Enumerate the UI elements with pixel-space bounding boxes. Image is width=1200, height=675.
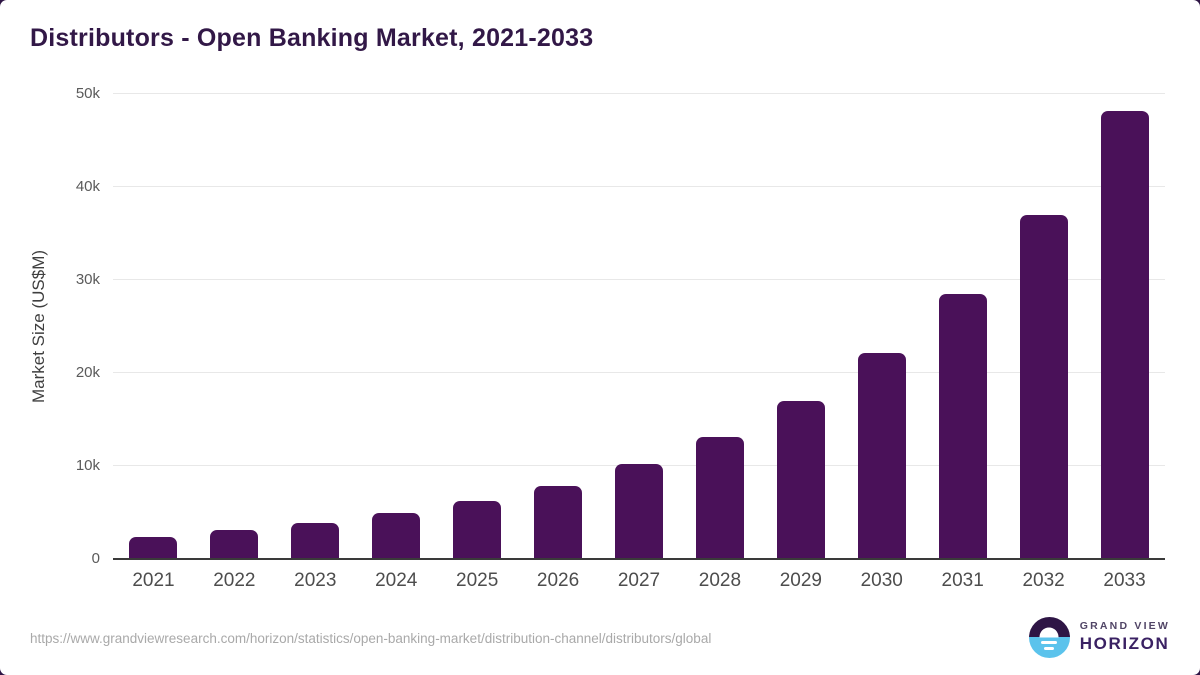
xtick-label-2023: 2023 [294, 570, 337, 591]
bar-2029[interactable] [776, 400, 825, 559]
bar-cell-2023 [275, 94, 356, 559]
xtick-label-2031: 2031 [941, 570, 984, 591]
x-axis-line [113, 558, 1165, 560]
bar-2025[interactable] [453, 501, 502, 559]
ytick-label-50k: 50k [75, 85, 100, 102]
logo-sun-shape [1039, 627, 1059, 637]
bar-2024[interactable] [372, 513, 421, 559]
bar-cell-2024 [356, 94, 437, 559]
logo-sky-half [1028, 616, 1070, 637]
logo-wave-line-1 [1041, 640, 1058, 644]
xtick-label-2022: 2022 [213, 570, 256, 591]
grand-view-horizon-logo[interactable]: GRAND VIEW HORIZON [1028, 615, 1170, 659]
gridline-30k [113, 279, 1165, 280]
xtick-label-2032: 2032 [1022, 570, 1065, 591]
logo-grand-view-text: GRAND VIEW [1079, 620, 1170, 633]
bars-layer [113, 94, 1165, 559]
bar-cell-2028 [679, 94, 760, 559]
bar-2030[interactable] [857, 353, 906, 559]
ytick-label-0: 0 [91, 550, 100, 567]
xtick-label-2029: 2029 [779, 570, 822, 591]
bar-2027[interactable] [614, 464, 663, 559]
bar-2023[interactable] [291, 522, 340, 559]
source-url: https://www.grandviewresearch.com/horizo… [30, 631, 712, 646]
bar-cell-2021 [113, 94, 194, 559]
bar-cell-2025 [437, 94, 518, 559]
bar-2031[interactable] [938, 293, 987, 559]
bar-cell-2022 [194, 94, 275, 559]
bar-2021[interactable] [129, 536, 178, 559]
ytick-label-20k: 20k [75, 364, 100, 381]
logo-wordmark: GRAND VIEW HORIZON [1080, 620, 1170, 653]
bar-cell-2027 [599, 94, 680, 559]
xtick-label-2021: 2021 [132, 570, 175, 591]
xtick-label-2030: 2030 [860, 570, 903, 591]
bar-cell-2032 [1003, 94, 1084, 559]
ytick-label-30k: 30k [75, 271, 100, 288]
logo-horizon-text: HORIZON [1079, 634, 1170, 654]
y-axis-title: Market Size (US$M) [29, 249, 48, 404]
logo-wave-line-2 [1044, 647, 1055, 650]
ytick-label-10k: 10k [75, 457, 100, 474]
plot-area: 0 10k 20k 30k 40k 50k 2021 2022 2023 2024 2025 202… [76, 85, 1165, 591]
xtick-label-2033: 2033 [1103, 570, 1146, 591]
bar-2033[interactable] [1100, 110, 1149, 559]
bar-2026[interactable] [534, 485, 583, 559]
bar-cell-2029 [760, 94, 841, 559]
bar-cell-2033 [1084, 94, 1165, 559]
xtick-label-2027: 2027 [617, 570, 661, 591]
bar-2028[interactable] [695, 437, 744, 559]
ytick-label-40k: 40k [75, 178, 100, 195]
gridline-50k [113, 93, 1165, 94]
xtick-label-2025: 2025 [456, 570, 499, 591]
xtick-labels-layer: 2021 2022 2023 2024 2025 2026 2027 2028 2029 2030… [113, 570, 1165, 592]
bar-cell-2030 [841, 94, 922, 559]
bar-2022[interactable] [210, 530, 259, 559]
page-title: Distributors - Open Banking Market, 2021… [30, 24, 594, 52]
xtick-label-2026: 2026 [536, 570, 580, 591]
xtick-label-2028: 2028 [698, 570, 742, 591]
bar-cell-2026 [518, 94, 599, 559]
gridline-40k [113, 186, 1165, 187]
bar-2032[interactable] [1019, 214, 1068, 559]
gridline-20k [113, 372, 1165, 373]
xtick-label-2024: 2024 [375, 570, 418, 591]
horizon-sun-logo-icon [1028, 616, 1070, 658]
bar-cell-2031 [922, 94, 1003, 559]
